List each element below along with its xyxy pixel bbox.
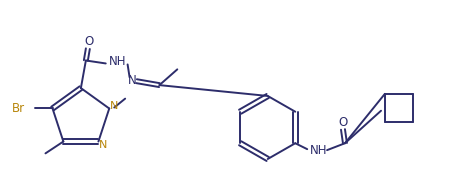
Text: O: O xyxy=(84,35,93,48)
Text: NH: NH xyxy=(310,144,328,157)
Text: NH: NH xyxy=(109,55,127,68)
Text: N: N xyxy=(99,140,108,150)
Text: Br: Br xyxy=(12,102,25,115)
Text: O: O xyxy=(339,116,348,129)
Text: N: N xyxy=(110,101,119,110)
Text: N: N xyxy=(128,74,137,87)
